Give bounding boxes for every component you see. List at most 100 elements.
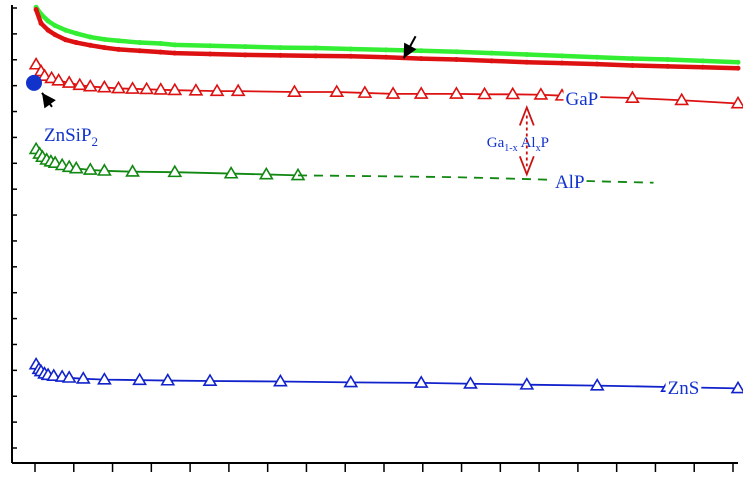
- data-point: [160, 372, 176, 386]
- alloy-label-a: Ga: [487, 135, 505, 151]
- data-point: [73, 30, 79, 36]
- data-point: [559, 53, 565, 59]
- alloy-label-e: P: [541, 135, 549, 151]
- data-point: [477, 86, 492, 100]
- data-point: [158, 49, 164, 55]
- data-point: [72, 77, 88, 91]
- arrow-down-icon: [402, 35, 417, 59]
- data-point: [533, 87, 549, 100]
- data-point: [277, 52, 283, 58]
- data-point: [277, 45, 283, 51]
- data-point: [313, 45, 319, 51]
- point-label-subscript: 2: [92, 134, 99, 149]
- data-point: [51, 72, 67, 86]
- data-point: [385, 86, 401, 99]
- data-point: [139, 81, 155, 95]
- data-point: [73, 40, 79, 46]
- data-point: [209, 83, 225, 97]
- data-point: [594, 54, 600, 60]
- data-point: [524, 59, 530, 65]
- data-point: [413, 375, 429, 388]
- data-point: [82, 162, 98, 175]
- data-point: [589, 378, 605, 391]
- data-point: [665, 63, 671, 69]
- data-point: [87, 42, 93, 48]
- data-point: [418, 48, 424, 54]
- data-point: [730, 95, 743, 109]
- data-point: [357, 85, 373, 98]
- data-point: [730, 380, 743, 394]
- data-point: [223, 165, 239, 179]
- series-AlP: [28, 141, 306, 181]
- data-point: [383, 47, 389, 53]
- data-point: [111, 80, 126, 94]
- series-ZnS: [28, 356, 743, 394]
- data-point: [137, 48, 143, 54]
- data-point: [167, 164, 183, 178]
- data-point: [132, 372, 147, 386]
- data-point: [115, 46, 121, 52]
- series-label-AlP: AlP: [555, 172, 585, 193]
- data-point: [629, 56, 635, 62]
- series-line-red-thick: [33, 8, 739, 71]
- alloy-span-head-bottom: [518, 155, 535, 177]
- data-point: [505, 86, 521, 100]
- data-point: [674, 92, 690, 106]
- data-point: [383, 54, 389, 60]
- data-point: [735, 65, 741, 71]
- data-point: [207, 43, 213, 49]
- data-point: [230, 83, 246, 97]
- data-point: [45, 18, 51, 24]
- series-layer: [26, 4, 743, 394]
- arrow-head: [403, 42, 417, 59]
- data-point: [290, 167, 306, 181]
- data-point: [559, 60, 565, 66]
- data-point: [125, 164, 140, 177]
- data-point: [489, 58, 495, 64]
- data-point: [125, 81, 140, 94]
- data-point: [61, 75, 77, 88]
- data-point: [348, 46, 354, 52]
- series-line-green: [34, 5, 739, 65]
- data-point: [52, 23, 58, 29]
- alloy-label-sub2: x: [536, 143, 541, 154]
- series-label-ZnS: ZnS: [668, 378, 700, 399]
- data-point: [287, 84, 302, 98]
- data-point: [63, 37, 69, 43]
- series-line-AlP-extrapolated: [297, 174, 654, 184]
- data-point: [137, 40, 143, 46]
- data-point: [38, 20, 44, 26]
- alloy-label: Ga1-x AlxP: [487, 135, 549, 154]
- series-red-thick: [33, 7, 741, 71]
- data-point: [625, 90, 640, 103]
- data-point: [82, 78, 98, 92]
- data-point: [101, 45, 107, 51]
- label-backing: [552, 171, 587, 193]
- data-point: [700, 58, 706, 64]
- data-point: [207, 51, 213, 57]
- axis-ticks: [11, 5, 738, 472]
- data-point: [46, 368, 62, 381]
- data-point: [313, 53, 319, 59]
- data-point: [242, 44, 248, 50]
- data-point: [28, 56, 44, 70]
- data-point: [594, 61, 600, 67]
- data-point: [33, 7, 39, 13]
- series-green: [33, 4, 741, 65]
- data-point: [153, 82, 169, 95]
- data-point: [665, 57, 671, 63]
- data-point: [97, 372, 112, 385]
- data-point: [87, 34, 93, 40]
- data-point: [629, 62, 635, 68]
- data-point: [63, 27, 69, 33]
- data-point: [68, 160, 84, 174]
- data-point: [167, 82, 183, 96]
- data-point: [172, 42, 178, 48]
- data-point: [115, 38, 121, 44]
- data-point: [524, 51, 530, 57]
- alloy-label-c: Al: [518, 135, 536, 151]
- data-point: [158, 40, 164, 46]
- data-point: [418, 56, 424, 62]
- data-point: [519, 377, 535, 390]
